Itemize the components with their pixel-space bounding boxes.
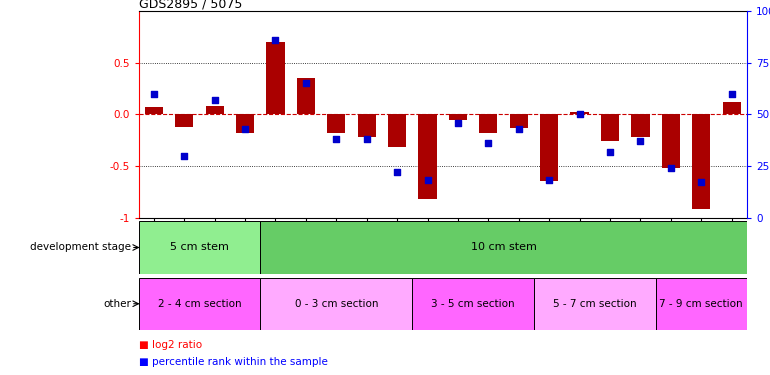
Bar [139,278,260,330]
Text: development stage: development stage [30,243,131,252]
Point [360,136,373,142]
Point [209,97,221,103]
Bar [418,114,437,199]
Bar [327,114,346,133]
Point [239,126,251,132]
Point [574,111,586,117]
Bar [571,112,589,114]
Point [725,91,738,97]
Point [178,153,190,159]
Text: 5 - 7 cm section: 5 - 7 cm section [553,299,637,309]
Bar [260,221,747,274]
Text: ■ log2 ratio: ■ log2 ratio [139,340,202,350]
Point [634,138,647,144]
Bar [266,42,285,114]
Text: 5 cm stem: 5 cm stem [170,243,229,252]
Text: ■ percentile rank within the sample: ■ percentile rank within the sample [139,357,327,367]
Text: other: other [103,299,131,309]
Bar [534,278,655,330]
Bar [510,114,528,128]
Text: 3 - 5 cm section: 3 - 5 cm section [431,299,515,309]
Point [695,180,708,186]
Point [513,126,525,132]
Text: 10 cm stem: 10 cm stem [470,243,537,252]
Point [391,169,403,175]
Point [665,165,677,171]
Text: 7 - 9 cm section: 7 - 9 cm section [659,299,743,309]
Bar [296,78,315,114]
Text: 0 - 3 cm section: 0 - 3 cm section [295,299,378,309]
Bar [139,221,260,274]
Point [330,136,343,142]
Bar [601,114,619,141]
Bar [540,114,558,182]
Text: GDS2895 / 5075: GDS2895 / 5075 [139,0,242,10]
Bar [413,278,534,330]
Point [148,91,160,97]
Bar [661,114,680,168]
Point [421,177,434,183]
Point [270,37,282,43]
Bar [631,114,650,137]
Bar [388,114,407,147]
Bar [145,107,163,114]
Point [543,177,555,183]
Bar [692,114,711,209]
Point [300,81,312,87]
Bar [655,278,747,330]
Bar [449,114,467,120]
Bar [357,114,376,137]
Bar [260,278,413,330]
Bar [206,106,224,114]
Bar [236,114,254,133]
Text: 2 - 4 cm section: 2 - 4 cm section [158,299,241,309]
Point [604,148,616,154]
Point [452,120,464,126]
Bar [175,114,193,127]
Bar [722,102,741,114]
Bar [479,114,497,133]
Point [482,140,494,146]
